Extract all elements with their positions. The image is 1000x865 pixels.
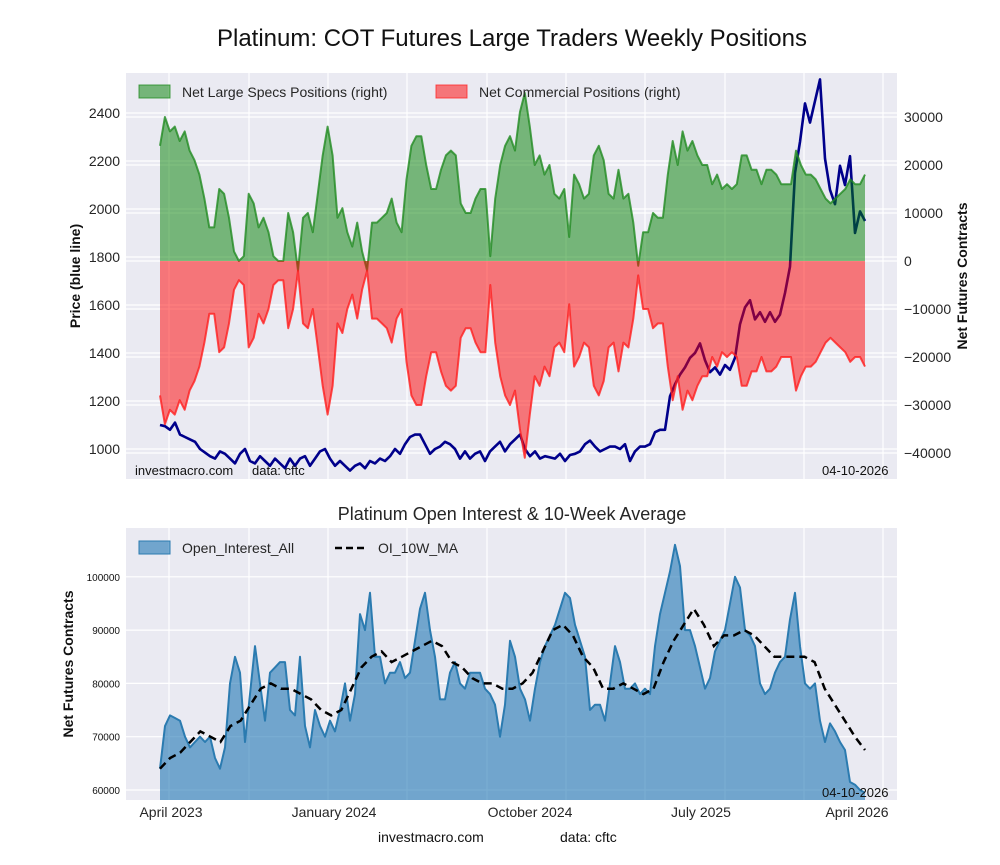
oi-tick-label: 70000 (92, 733, 120, 744)
watermark-date: 04-10-2026 (822, 463, 889, 478)
footer-source: data: cftc (560, 829, 617, 845)
left-tick-label: 1200 (89, 393, 120, 409)
watermark-source: data: cftc (252, 463, 305, 478)
series-bottom (159, 543, 866, 800)
left-axis-label: Price (blue line) (67, 224, 83, 328)
legend-commercial-label: Net Commercial Positions (right) (479, 84, 681, 100)
x-tick-label: July 2025 (671, 804, 731, 820)
axis-ticks-bottom: 60000 70000 80000 90000 100000 April 2023 Janu… (87, 573, 889, 820)
right-axis-label: Net Futures Contracts (954, 202, 970, 349)
net-commercial-line (159, 269, 866, 459)
legend-oi-label: Open_Interest_All (182, 540, 294, 556)
left-tick-label: 1600 (89, 297, 120, 313)
positions-chart: 1000 1200 1400 1600 1800 2000 2200 2400 −40000 −3… (67, 73, 970, 479)
legend-specs-label: Net Large Specs Positions (right) (182, 84, 387, 100)
x-tick-label: January 2024 (292, 804, 377, 820)
footer-site: investmacro.com (378, 829, 484, 845)
oi-axis-label: Net Futures Contracts (60, 590, 76, 737)
right-tick-label: −10000 (904, 301, 951, 317)
oi-tick-label: 90000 (92, 626, 120, 637)
net-large-specs-line (159, 92, 866, 272)
right-tick-label: 30000 (904, 109, 943, 125)
left-tick-label: 1400 (89, 345, 120, 361)
legend-ma-label: OI_10W_MA (378, 540, 459, 556)
left-tick-label: 2400 (89, 105, 120, 121)
left-tick-label: 2000 (89, 201, 120, 217)
x-tick-label: October 2024 (488, 804, 573, 820)
open-interest-area (160, 544, 865, 800)
series-top (159, 78, 867, 472)
x-tick-label: April 2026 (825, 804, 888, 820)
right-tick-label: 0 (904, 253, 912, 269)
left-tick-label: 1800 (89, 249, 120, 265)
legend-top: Net Large Specs Positions (right) Net Co… (138, 84, 681, 100)
legend-specs-swatch (138, 84, 171, 99)
oi-chart-title: Platinum Open Interest & 10-Week Average (338, 504, 687, 524)
oi-tick-label: 100000 (87, 573, 121, 584)
left-tick-label: 1000 (89, 441, 120, 457)
net-large-specs-area (160, 93, 865, 271)
right-tick-label: 10000 (904, 205, 943, 221)
axis-ticks-top: 1000 1200 1400 1600 1800 2000 2200 2400 −40000 −3… (89, 105, 951, 461)
oi-tick-label: 60000 (92, 786, 120, 797)
watermark-date-bottom: 04-10-2026 (822, 785, 889, 800)
right-tick-label: −30000 (904, 397, 951, 413)
open-interest-chart: 60000 70000 80000 90000 100000 April 2023 Janu… (60, 528, 897, 820)
chart-title: Platinum: COT Futures Large Traders Week… (217, 25, 807, 52)
x-tick-label: April 2023 (139, 804, 202, 820)
right-tick-label: 20000 (904, 157, 943, 173)
legend-oi-swatch (138, 540, 171, 555)
right-tick-label: −40000 (904, 445, 951, 461)
oi-tick-label: 80000 (92, 679, 120, 690)
watermark-site: investmacro.com (135, 463, 233, 478)
net-commercial-area (160, 261, 865, 458)
legend-commercial-swatch (435, 84, 468, 99)
right-tick-label: −20000 (904, 349, 951, 365)
left-tick-label: 2200 (89, 153, 120, 169)
oi-10w-ma-line (159, 606, 866, 770)
legend-bottom: Open_Interest_All OI_10W_MA (138, 540, 459, 556)
